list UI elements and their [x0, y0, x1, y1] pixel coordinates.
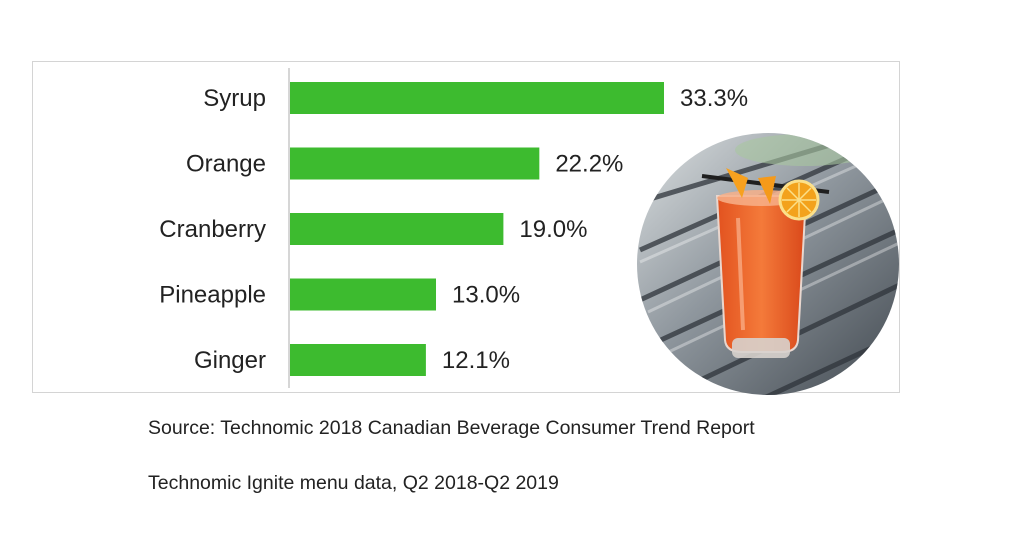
bar-orange: [290, 147, 540, 180]
cocktail-photo: [637, 133, 899, 395]
source-note: Source: Technomic 2018 Canadian Beverage…: [148, 417, 755, 439]
bar-syrup: [290, 82, 664, 114]
bar-ginger: [290, 344, 426, 376]
value-label-cranberry: 19.0%: [519, 216, 587, 243]
category-label-ginger: Ginger: [194, 347, 266, 374]
category-label-syrup: Syrup: [203, 85, 266, 112]
bars-layer: Syrup 33.3% Orange 22.2% Cranberry 19.0% Pinea…: [159, 82, 748, 376]
bar-pineapple: [290, 278, 437, 311]
category-label-orange: Orange: [186, 151, 266, 178]
value-label-syrup: 33.3%: [680, 85, 748, 112]
category-label-cranberry: Cranberry: [159, 216, 266, 243]
value-label-orange: 22.2%: [555, 151, 623, 178]
category-label-pineapple: Pineapple: [159, 282, 266, 309]
value-label-pineapple: 13.0%: [452, 282, 520, 309]
bar-cranberry: [290, 213, 504, 245]
menu-data-note: Technomic Ignite menu data, Q2 2018-Q2 2…: [148, 472, 559, 494]
value-label-ginger: 12.1%: [442, 347, 510, 374]
